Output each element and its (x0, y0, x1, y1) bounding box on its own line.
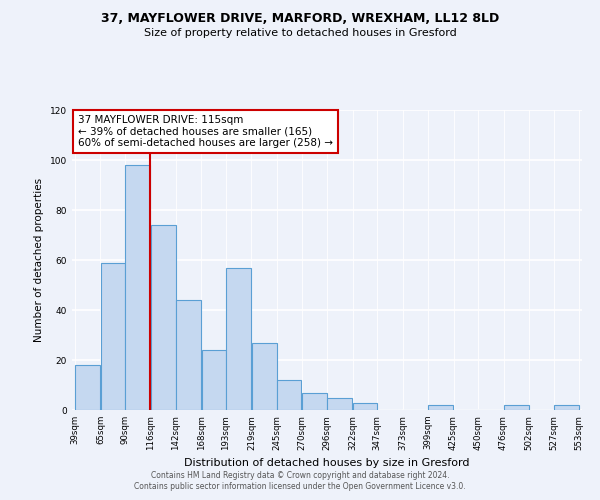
Y-axis label: Number of detached properties: Number of detached properties (34, 178, 44, 342)
Bar (75, 365, 100, 410)
Bar (252, 342, 277, 410)
Bar (176, 300, 201, 410)
Bar (202, 350, 226, 410)
Text: 37 MAYFLOWER DRIVE: 115sqm
← 39% of detached houses are smaller (165)
60% of sem: 37 MAYFLOWER DRIVE: 115sqm ← 39% of deta… (78, 115, 333, 148)
Text: Size of property relative to detached houses in Gresford: Size of property relative to detached ho… (143, 28, 457, 38)
Bar (277, 380, 301, 410)
Bar (353, 402, 377, 410)
Text: Contains public sector information licensed under the Open Government Licence v3: Contains public sector information licen… (134, 482, 466, 491)
Bar (151, 225, 176, 410)
Text: 37, MAYFLOWER DRIVE, MARFORD, WREXHAM, LL12 8LD: 37, MAYFLOWER DRIVE, MARFORD, WREXHAM, L… (101, 12, 499, 26)
Bar (504, 405, 529, 410)
Bar (125, 165, 150, 410)
Bar (302, 392, 327, 410)
Bar (428, 405, 453, 410)
Text: Contains HM Land Registry data © Crown copyright and database right 2024.: Contains HM Land Registry data © Crown c… (151, 471, 449, 480)
Bar (226, 268, 251, 410)
Bar (327, 398, 352, 410)
X-axis label: Distribution of detached houses by size in Gresford: Distribution of detached houses by size … (184, 458, 470, 468)
Bar (554, 405, 579, 410)
Bar (101, 262, 125, 410)
